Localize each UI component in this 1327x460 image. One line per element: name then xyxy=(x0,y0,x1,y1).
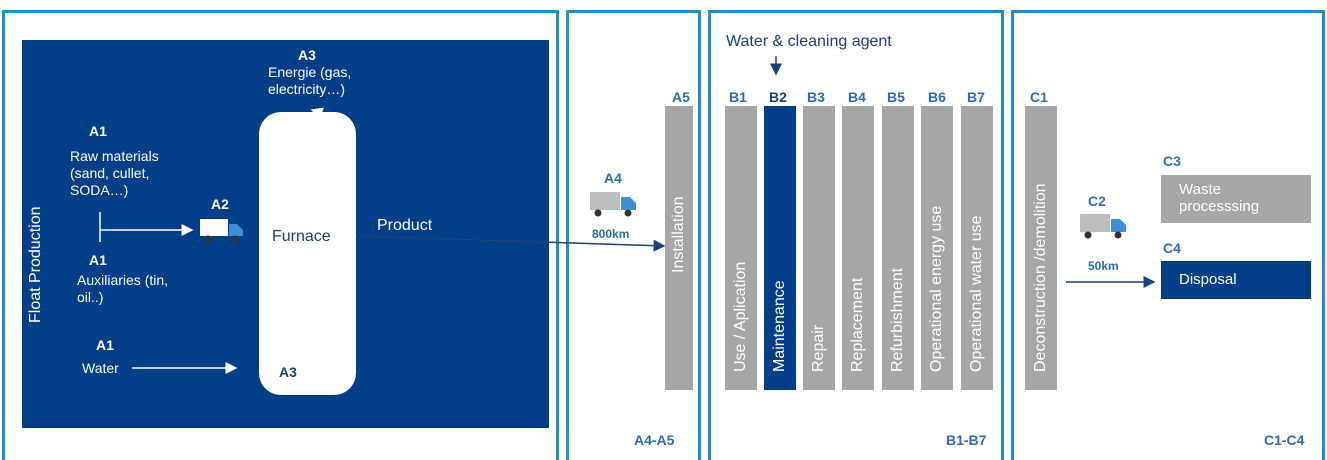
b4-label: Replacement xyxy=(849,277,866,372)
float-production-label: Float Production xyxy=(27,206,44,324)
product-label: Product xyxy=(377,217,433,234)
b5-label: Refurbishment xyxy=(889,267,906,372)
c4-code: C4 xyxy=(1163,240,1181,256)
a4-distance: 800km xyxy=(592,227,630,241)
b5-code: B5 xyxy=(887,89,905,105)
installation-module: Installation xyxy=(665,106,693,390)
a4-a5-frame xyxy=(566,10,701,460)
c4-module: Disposal xyxy=(1161,261,1311,299)
b5-module: Refurbishment xyxy=(882,106,914,390)
a1-raw-code: A1 xyxy=(89,123,107,139)
a4-code: A4 xyxy=(604,170,622,186)
a1-water-code: A1 xyxy=(96,337,114,353)
b1-b7-group-label: B1-B7 xyxy=(946,432,987,448)
a3-energy-text: Energie (gas, electricity…) xyxy=(268,64,352,97)
c2-code: C2 xyxy=(1088,193,1106,209)
product-arrow xyxy=(355,235,666,252)
cleaning-agent-label: Water & cleaning agent xyxy=(726,33,892,50)
c1-c4-group-label: C1-C4 xyxy=(1264,432,1305,448)
a1-raw-text: Raw materials (sand, cullet, SODA…) xyxy=(70,148,159,198)
b4-code: B4 xyxy=(848,89,866,105)
c3-label: Waste processsing xyxy=(1179,181,1260,215)
c1-label: Deconstruction /demolition xyxy=(1032,183,1049,372)
b7-module: Operational water use xyxy=(961,106,993,390)
c1-c4-frame xyxy=(1011,10,1325,460)
a4-truck-icon xyxy=(590,190,638,218)
a3-bottom-code: A3 xyxy=(279,364,297,380)
c1-code: C1 xyxy=(1030,89,1048,105)
furnace-label: Furnace xyxy=(272,228,331,245)
installation-label: Installation xyxy=(670,196,687,274)
a4-a5-group-label: A4-A5 xyxy=(634,432,675,448)
b4-module: Replacement xyxy=(842,106,874,390)
truck-icon xyxy=(200,217,244,245)
a1-aux-text: Auxiliaries (tin, oil..) xyxy=(77,272,169,305)
production-frame xyxy=(2,10,559,460)
b1-label: Use / Aplication xyxy=(732,261,749,372)
b7-code: B7 xyxy=(967,89,985,105)
b3-code: B3 xyxy=(807,89,825,105)
c2-truck-icon xyxy=(1080,212,1128,240)
b1-module: Use / Aplication xyxy=(725,106,757,390)
energy-arrow xyxy=(310,107,324,120)
c1-module: Deconstruction /demolition xyxy=(1025,106,1057,390)
b7-label: Operational water use xyxy=(968,215,985,372)
a1-water-text: Water xyxy=(82,360,119,376)
b3-label: Repair xyxy=(810,324,827,372)
b6-label: Operational energy use xyxy=(928,205,945,372)
b1-b7-frame xyxy=(708,10,1004,460)
c3-module: Waste processsing xyxy=(1161,175,1311,223)
b2-module: Maintenance xyxy=(764,106,796,390)
b6-code: B6 xyxy=(928,89,946,105)
b1-code: B1 xyxy=(729,89,747,105)
furnace-vessel xyxy=(259,112,356,395)
b2-code: B2 xyxy=(769,89,787,105)
c2-distance: 50km xyxy=(1088,259,1119,273)
c4-label: Disposal xyxy=(1179,271,1237,288)
a5-code: A5 xyxy=(672,89,690,105)
a2-code: A2 xyxy=(211,196,229,212)
b6-module: Operational energy use xyxy=(921,106,953,390)
b2-label: Maintenance xyxy=(771,280,788,372)
a3-energy-code: A3 xyxy=(298,47,316,63)
b3-module: Repair xyxy=(803,106,835,390)
a1-aux-code: A1 xyxy=(89,252,107,268)
c3-code: C3 xyxy=(1163,153,1181,169)
